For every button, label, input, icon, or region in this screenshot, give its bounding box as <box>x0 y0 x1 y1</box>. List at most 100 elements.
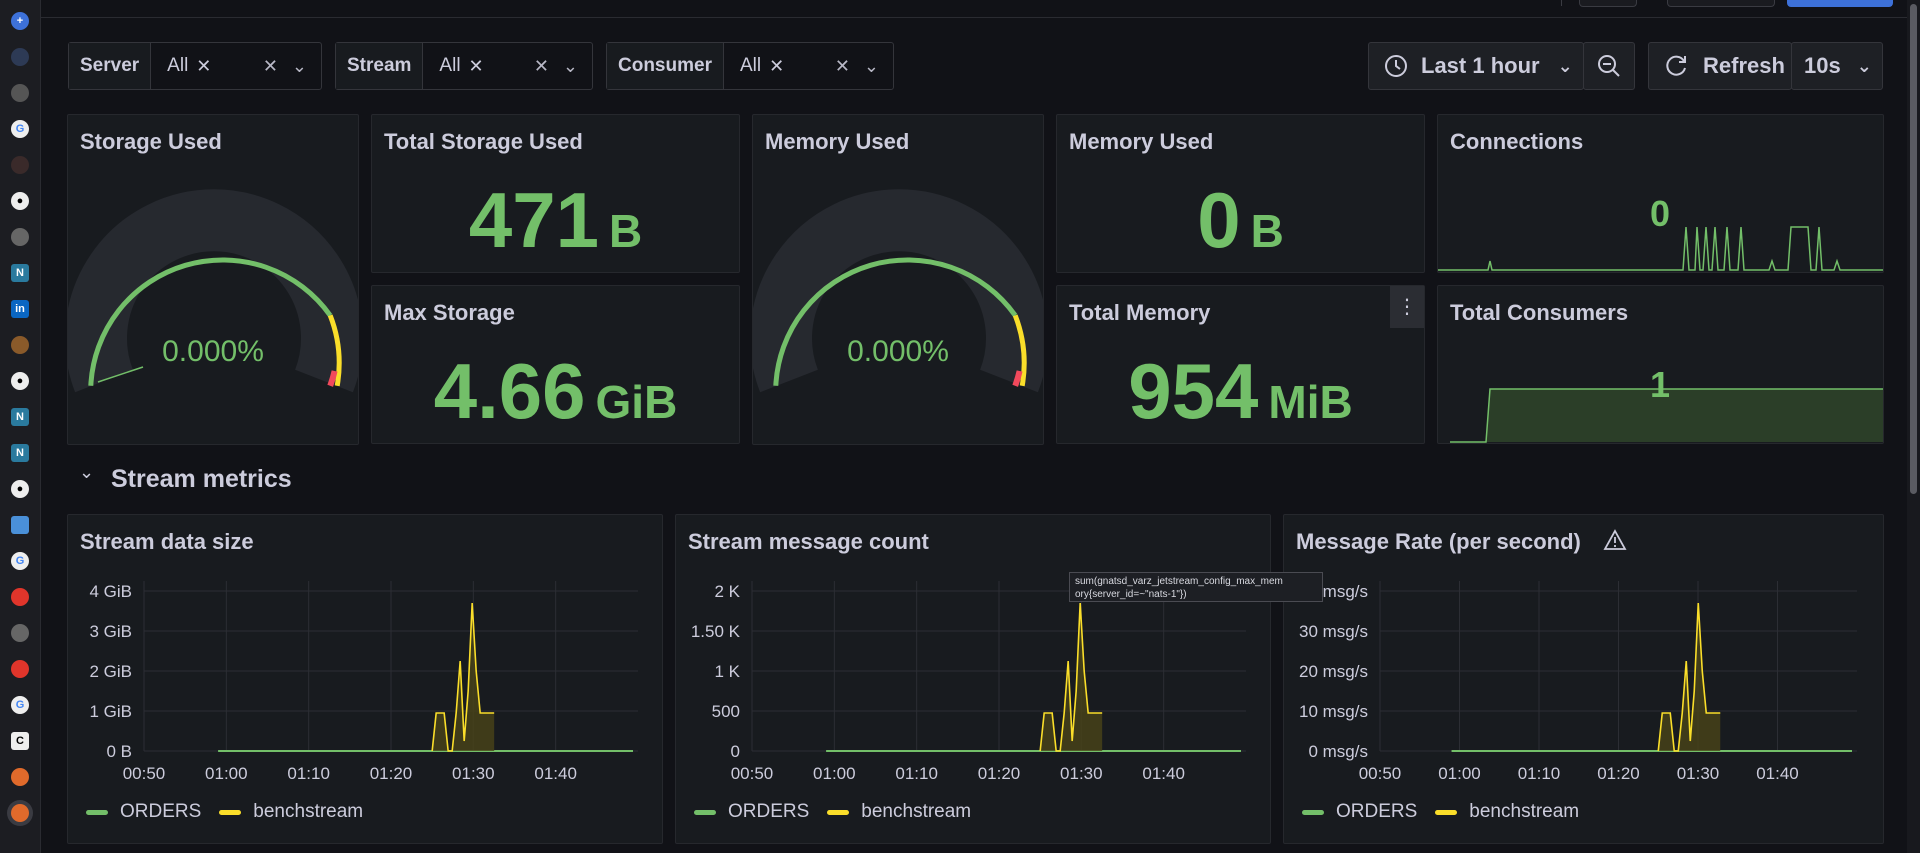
linkedin-icon[interactable]: in <box>11 300 29 318</box>
toolbar-button[interactable] <box>1667 0 1775 7</box>
time-series-chart: msg/s 30 msg/s 20 msg/s 10 msg/s 0 msg/s 00:5… <box>1299 581 1857 783</box>
total-storage-used-panel[interactable]: Total Storage Used 471 B <box>371 114 740 273</box>
legend-item[interactable]: benchstream <box>219 801 363 823</box>
clear-icon[interactable]: ✕ <box>834 55 850 76</box>
github-icon[interactable]: ● <box>11 480 29 498</box>
y-tick-label: 0 msg/s <box>1308 742 1368 761</box>
message-rate-panel[interactable]: Message Rate (per second) msg/s 30 msg/s 2… <box>1283 514 1884 844</box>
toolbar-button[interactable] <box>1579 0 1637 7</box>
google-icon[interactable]: G <box>11 552 29 570</box>
stream-data-size-panel[interactable]: Stream data size 4 GiB 3 GiB 2 GiB 1 GiB 0 B… <box>67 514 663 844</box>
google-icon[interactable]: G <box>11 696 29 714</box>
primary-toolbar-button[interactable] <box>1787 0 1893 7</box>
app-icon[interactable]: C <box>11 732 29 750</box>
app-icon[interactable] <box>11 588 29 606</box>
query-tooltip: sum(gnatsd_varz_jetstream_config_max_mem… <box>1069 572 1323 602</box>
app-dock: + G ● N in ● N N ● G G C <box>0 0 41 853</box>
github-icon[interactable]: ● <box>11 192 29 210</box>
y-tick-label: 1 GiB <box>89 702 132 721</box>
storage-used-panel[interactable]: Storage Used 0.000% <box>67 114 359 445</box>
grafana-icon[interactable] <box>11 768 29 786</box>
close-icon[interactable]: ✕ <box>769 55 785 76</box>
refresh-interval: 10s <box>1804 53 1841 78</box>
notion-icon[interactable]: N <box>11 264 29 282</box>
zoom-out-button[interactable] <box>1583 42 1635 90</box>
app-icon[interactable] <box>11 48 29 66</box>
app-icon[interactable] <box>11 84 29 102</box>
legend-item[interactable]: benchstream <box>827 801 971 823</box>
tooltip-line: sum(gnatsd_varz_jetstream_config_max_mem <box>1075 576 1283 587</box>
legend: ORDERS benchstream <box>1302 801 1597 823</box>
y-tick-label: 10 msg/s <box>1299 702 1368 721</box>
x-tick-label: 01:30 <box>1060 764 1103 783</box>
x-tick-label: 00:50 <box>731 764 774 783</box>
variable-label: Consumer <box>607 43 724 89</box>
chevron-down-icon: ⌄ <box>1856 55 1872 76</box>
memory-used-gauge-panel[interactable]: Memory Used 0.000% <box>752 114 1044 445</box>
x-tick-label: 01:30 <box>1677 764 1720 783</box>
stat-value: 471 <box>468 176 599 264</box>
stat-value: 0 <box>1650 193 1671 234</box>
kebab-menu-icon[interactable]: ⋮ <box>1390 286 1424 328</box>
close-icon[interactable]: ✕ <box>468 55 484 76</box>
series-benchstream-fill <box>1040 603 1103 751</box>
row-title[interactable]: Stream metrics <box>111 465 292 493</box>
app-icon[interactable] <box>11 660 29 678</box>
chevron-down-icon[interactable]: ⌄ <box>863 55 879 76</box>
stat-value: 1 <box>1650 364 1671 405</box>
globe-icon[interactable] <box>11 228 29 246</box>
legend: ORDERS benchstream <box>694 801 989 823</box>
variable-value[interactable]: All ✕ <box>423 43 533 89</box>
stat-value: 0 <box>1197 176 1241 264</box>
notion-icon[interactable]: N <box>11 444 29 462</box>
stream-variable[interactable]: Stream All ✕ ✕ ⌄ <box>335 42 593 90</box>
variable-value[interactable]: All ✕ <box>724 43 835 89</box>
variable-chip: All <box>439 55 461 76</box>
time-series-chart: 2 K 1.50 K 1 K 500 0 00:50 01:00 01:10 01:20 01:3… <box>691 581 1246 783</box>
refresh-icon <box>1666 55 1686 76</box>
consumer-variable[interactable]: Consumer All ✕ ✕ ⌄ <box>606 42 894 90</box>
legend-item[interactable]: ORDERS <box>694 801 809 823</box>
time-range-label: Last 1 hour <box>1421 53 1540 78</box>
panel-title: Stream message count <box>688 529 929 554</box>
variable-value[interactable]: All ✕ <box>151 43 263 89</box>
toolbar-strip <box>41 0 1911 18</box>
refresh-interval-picker[interactable]: 10s ⌄ <box>1791 42 1883 90</box>
scrollbar[interactable] <box>1907 0 1920 853</box>
chevron-down-icon[interactable]: ⌄ <box>79 462 95 482</box>
total-consumers-panel[interactable]: Total Consumers 1 <box>1437 285 1884 444</box>
close-icon[interactable]: ✕ <box>196 55 212 76</box>
legend-item[interactable]: ORDERS <box>86 801 201 823</box>
google-icon[interactable]: G <box>11 120 29 138</box>
notion-icon[interactable]: N <box>11 408 29 426</box>
grafana-icon[interactable] <box>11 804 29 822</box>
github-icon[interactable]: ● <box>11 372 29 390</box>
add-icon[interactable]: + <box>11 12 29 30</box>
refresh-button[interactable]: Refresh <box>1648 42 1792 90</box>
chevron-down-icon: ⌄ <box>1557 55 1573 76</box>
time-range-picker[interactable]: Last 1 hour ⌄ <box>1368 42 1584 90</box>
warning-icon[interactable] <box>1603 529 1627 551</box>
server-variable[interactable]: Server All ✕ ✕ ⌄ <box>68 42 322 90</box>
legend-item[interactable]: benchstream <box>1435 801 1579 823</box>
y-tick-label: msg/s <box>1323 582 1368 601</box>
x-tick-label: 01:20 <box>1597 764 1640 783</box>
total-memory-panel[interactable]: Total Memory ⋮ 954 MiB <box>1056 285 1425 444</box>
app-icon[interactable] <box>11 516 29 534</box>
y-tick-label: 2 K <box>714 582 740 601</box>
legend-item[interactable]: ORDERS <box>1302 801 1417 823</box>
clear-icon[interactable]: ✕ <box>533 55 549 76</box>
app-icon[interactable] <box>11 156 29 174</box>
clear-icon[interactable]: ✕ <box>262 55 278 76</box>
chevron-down-icon[interactable]: ⌄ <box>562 55 578 76</box>
gauge-value: 0.000% <box>162 335 264 368</box>
chevron-down-icon[interactable]: ⌄ <box>291 55 307 76</box>
max-storage-panel[interactable]: Max Storage 4.66 GiB <box>371 285 740 444</box>
globe-icon[interactable] <box>11 624 29 642</box>
app-icon[interactable] <box>11 336 29 354</box>
x-tick-label: 01:40 <box>1756 764 1799 783</box>
scrollbar-thumb[interactable] <box>1910 4 1917 494</box>
connections-panel[interactable]: Connections 0 <box>1437 114 1884 273</box>
stream-message-count-panel[interactable]: Stream message count 2 K 1.50 K 1 K 500 0 00:… <box>675 514 1271 844</box>
